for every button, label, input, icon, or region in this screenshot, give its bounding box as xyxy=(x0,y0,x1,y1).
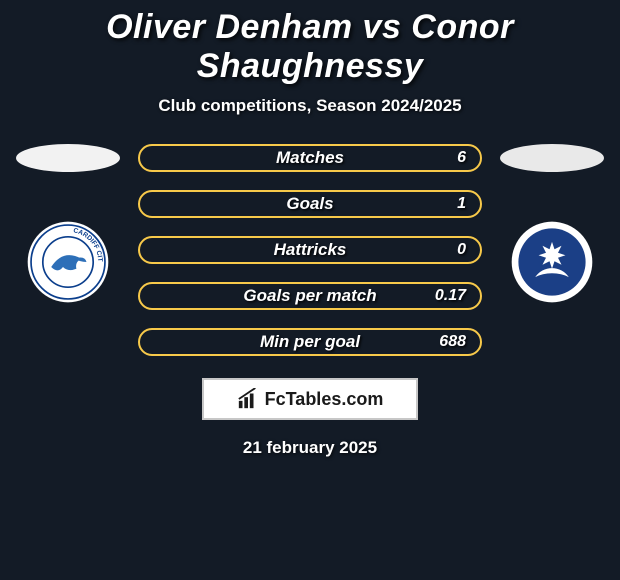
right-player-column xyxy=(500,144,604,304)
page-title: Oliver Denham vs Conor Shaughnessy xyxy=(0,8,620,86)
stat-bar: Min per goal 688 xyxy=(138,328,482,356)
stat-bars: Matches 6 Goals 1 Hattricks 0 Goals per match 0… xyxy=(138,144,482,356)
brand-text: FcTables.com xyxy=(265,389,384,410)
stat-value: 688 xyxy=(439,333,466,351)
main-row: CARDIFF CITY FC Matches 6 Goals 1 Hattricks 0… xyxy=(0,144,620,356)
portsmouth-badge-icon xyxy=(510,220,594,304)
comparison-card: Oliver Denham vs Conor Shaughnessy Club … xyxy=(0,0,620,458)
left-player-column: CARDIFF CITY FC xyxy=(16,144,120,304)
left-player-avatar xyxy=(16,144,120,172)
stat-label: Hattricks xyxy=(274,240,347,260)
date-label: 21 february 2025 xyxy=(0,438,620,458)
stat-value: 6 xyxy=(457,149,466,167)
stat-label: Matches xyxy=(276,148,344,168)
cardiff-badge-icon: CARDIFF CITY FC xyxy=(26,220,110,304)
stat-value: 1 xyxy=(457,195,466,213)
right-club-badge xyxy=(510,220,594,304)
left-club-badge: CARDIFF CITY FC xyxy=(26,220,110,304)
stat-label: Min per goal xyxy=(260,332,360,352)
subtitle: Club competitions, Season 2024/2025 xyxy=(0,96,620,116)
brand-box: FcTables.com xyxy=(202,378,418,420)
stat-bar: Goals 1 xyxy=(138,190,482,218)
chart-icon xyxy=(237,388,259,410)
stat-bar: Matches 6 xyxy=(138,144,482,172)
stat-value: 0.17 xyxy=(435,287,466,305)
stat-value: 0 xyxy=(457,241,466,259)
stat-bar: Hattricks 0 xyxy=(138,236,482,264)
stat-bar: Goals per match 0.17 xyxy=(138,282,482,310)
stat-label: Goals per match xyxy=(243,286,376,306)
stat-label: Goals xyxy=(286,194,333,214)
right-player-avatar xyxy=(500,144,604,172)
